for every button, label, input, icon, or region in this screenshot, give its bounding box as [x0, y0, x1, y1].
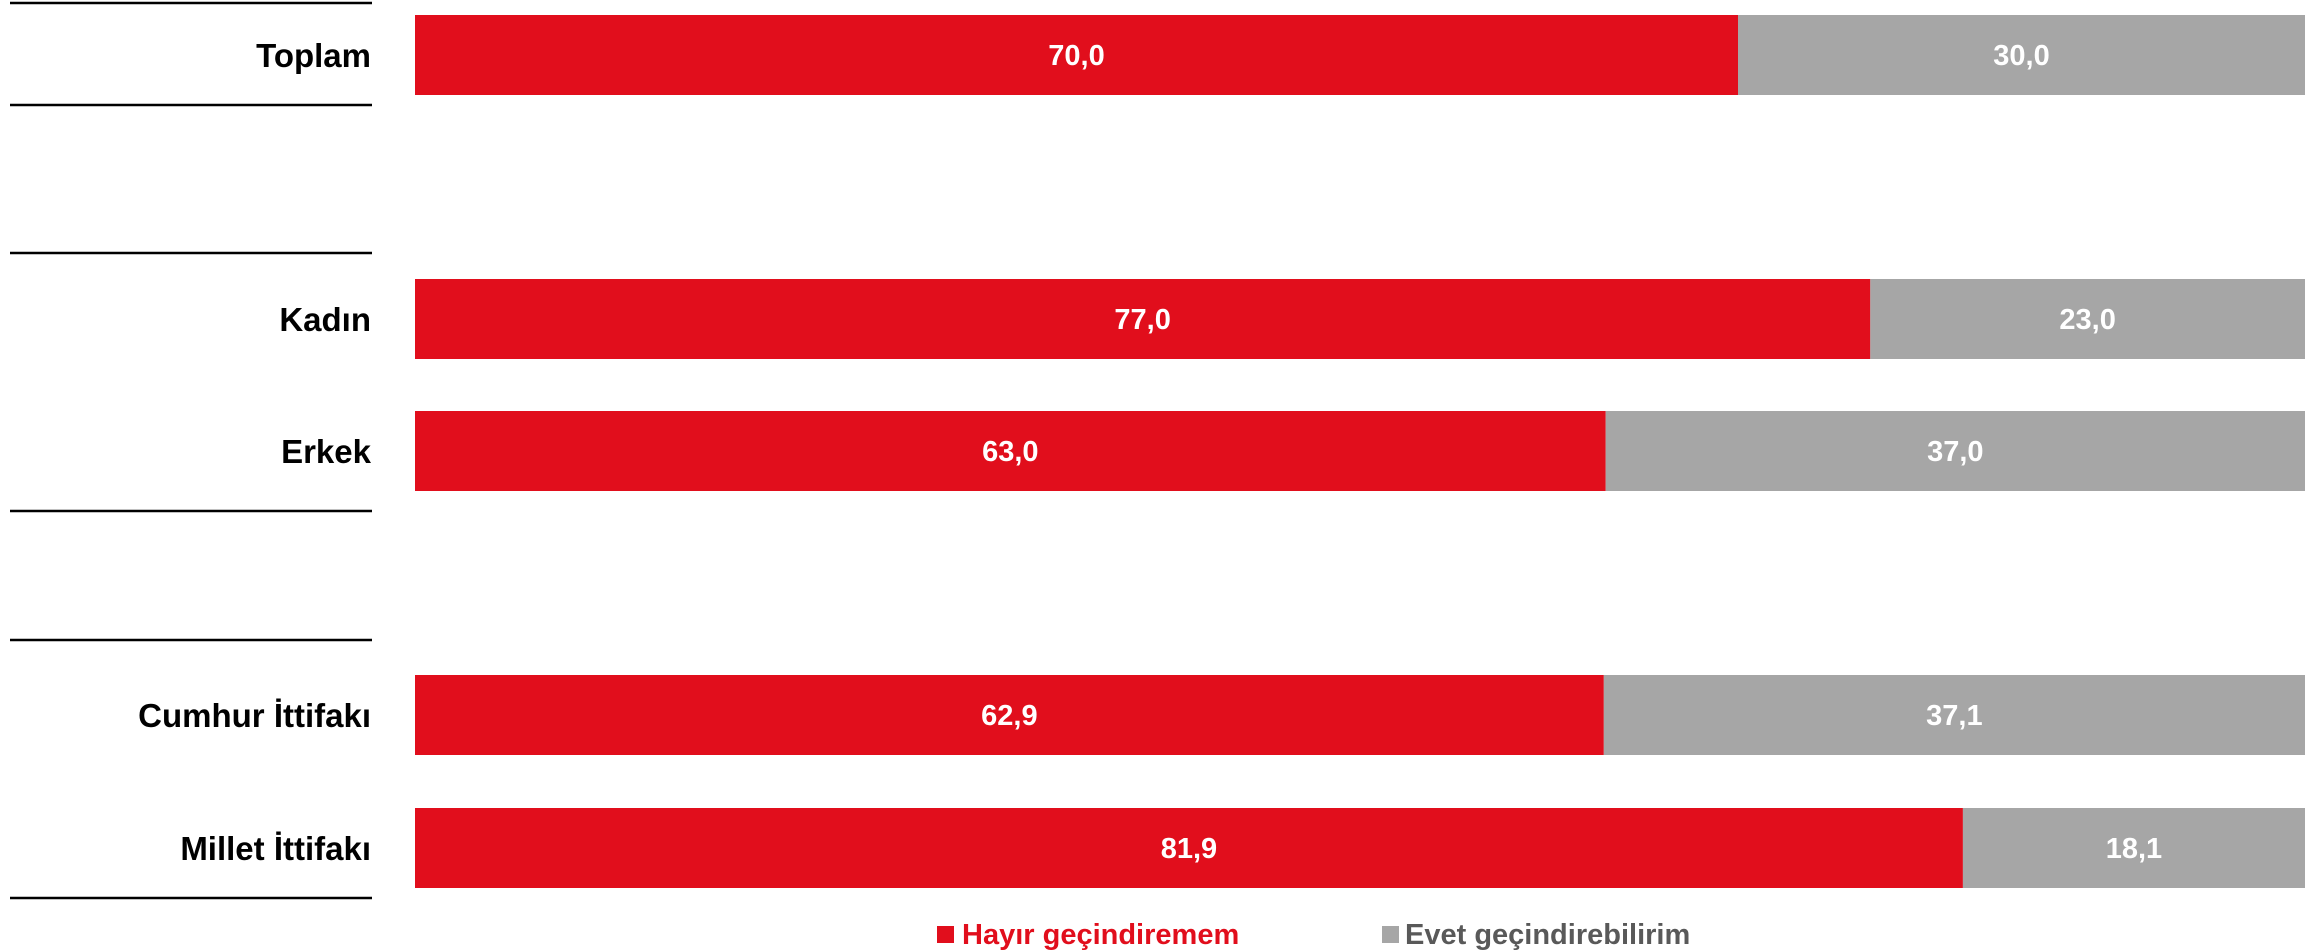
- bar-hayir-erkek: [415, 411, 1606, 491]
- legend: Hayır geçindiremem Evet geçindirebilirim: [937, 919, 1690, 950]
- bar-evet-kadin: [1870, 279, 2305, 359]
- category-label-toplam: Toplam: [256, 37, 371, 74]
- group-separators: [10, 1, 372, 900]
- category-label-kadin: Kadın: [279, 301, 371, 338]
- bar-evet-erkek: [1605, 411, 2305, 491]
- value-label-evet-toplam: 30,0: [1993, 40, 2049, 72]
- value-labels: 70,0 30,0 77,0 23,0 63,0 37,0 62,9 37,1 81,9 18,1: [981, 40, 2162, 865]
- value-label-hayir-toplam: 70,0: [1048, 40, 1104, 72]
- legend-label-evet: Evet geçindirebilirim: [1405, 919, 1690, 950]
- legend-swatch-hayir: [937, 926, 954, 943]
- category-labels: Toplam Kadın Erkek Cumhur İttifakı Millet İt…: [138, 37, 371, 867]
- bar-hayir-cumhur-i-ttifaki: [415, 675, 1604, 755]
- value-label-hayir-millet-i-ttifaki: 81,9: [1161, 833, 1217, 865]
- legend-swatch-evet: [1382, 926, 1399, 943]
- value-label-evet-erkek: 37,0: [1927, 436, 1983, 468]
- value-label-evet-cumhur-i-ttifaki: 37,1: [1926, 700, 1982, 732]
- value-label-hayir-kadin: 77,0: [1114, 304, 1170, 336]
- category-label-millet-i-ttifaki: Millet İttifakı: [180, 830, 371, 867]
- legend-label-hayir: Hayır geçindiremem: [962, 919, 1239, 950]
- bar-hayir-toplam: [415, 15, 1738, 95]
- value-label-evet-kadin: 23,0: [2059, 304, 2115, 336]
- bar-hayir-kadin: [415, 279, 1871, 359]
- category-label-cumhur-i-ttifaki: Cumhur İttifakı: [138, 697, 371, 734]
- bars: [415, 15, 2305, 888]
- value-label-hayir-erkek: 63,0: [982, 436, 1038, 468]
- value-label-evet-millet-i-ttifaki: 18,1: [2106, 833, 2162, 865]
- bar-hayir-millet-i-ttifaki: [415, 808, 1963, 888]
- bar-evet-toplam: [1738, 15, 2305, 95]
- category-label-erkek: Erkek: [281, 433, 372, 470]
- value-label-hayir-cumhur-i-ttifaki: 62,9: [981, 700, 1037, 732]
- bar-evet-cumhur-i-ttifaki: [1603, 675, 2305, 755]
- bar-evet-millet-i-ttifaki: [1962, 808, 2305, 888]
